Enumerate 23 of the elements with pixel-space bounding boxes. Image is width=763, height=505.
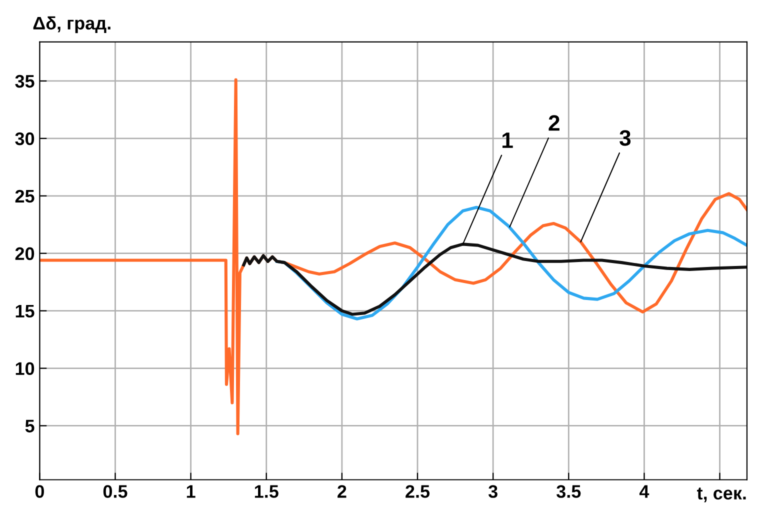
annotation: 2 bbox=[548, 115, 560, 131]
y-tick-label: 15 bbox=[16, 304, 34, 318]
y-tick-label: 30 bbox=[15, 132, 34, 146]
x-tick-label: 2 bbox=[338, 485, 346, 498]
y-tick-label: 10 bbox=[16, 362, 34, 375]
y-tick-label: 35 bbox=[15, 74, 34, 88]
x-tick-label: 1.5 bbox=[254, 485, 278, 498]
y-axis-title: Δδ, град. bbox=[33, 16, 110, 34]
x-tick-label: 4 bbox=[639, 485, 650, 498]
line-series bbox=[242, 242, 747, 316]
x-tick-label: 3.5 bbox=[556, 485, 581, 498]
x-tick-label: 0.5 bbox=[103, 485, 128, 498]
x-tick-label: 0 bbox=[35, 485, 44, 498]
y-tick-label: 20 bbox=[15, 247, 34, 260]
y-tick-label: 5 bbox=[25, 420, 34, 432]
annotation: 3 bbox=[620, 130, 631, 146]
x-tick-label: 3 bbox=[488, 485, 498, 498]
x-tick-label: 2.5 bbox=[406, 485, 430, 498]
y-tick-label: 25 bbox=[15, 190, 34, 203]
annotation: 1 bbox=[502, 132, 513, 148]
x-axis-title: t, сек. bbox=[697, 488, 746, 502]
line-series bbox=[40, 78, 747, 436]
x-tick-label: 1 bbox=[186, 485, 196, 498]
